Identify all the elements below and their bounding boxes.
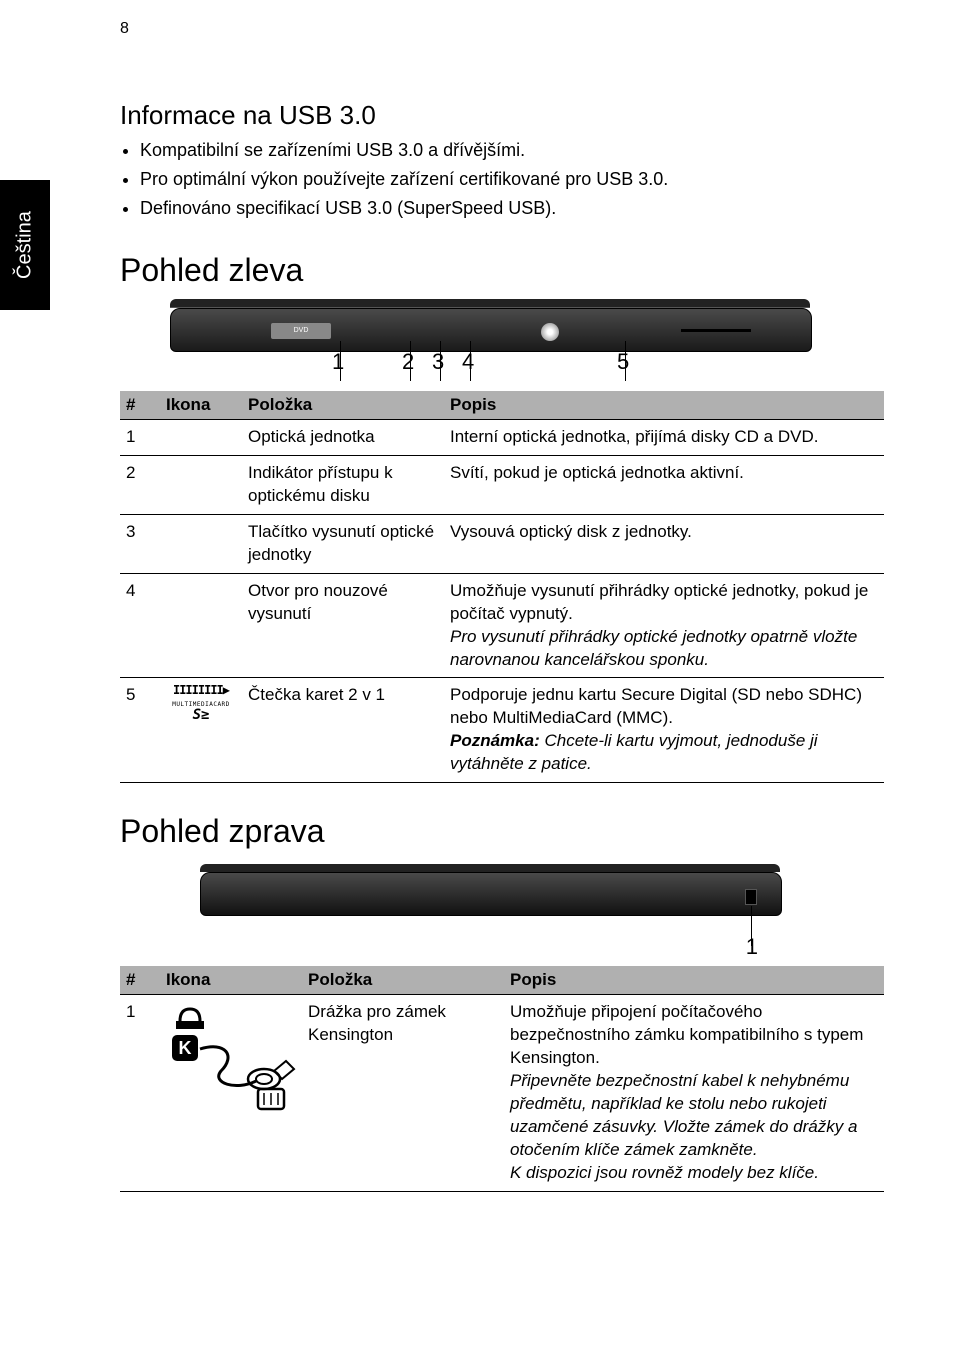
usb-bullet-list: Kompatibilní se zařízeními USB 3.0 a dří…	[140, 137, 884, 222]
row5-note-label: Poznámka:	[450, 731, 540, 750]
table-row: 3 Tlačítko vysunutí optické jednotky Vys…	[120, 514, 884, 573]
lock-slot-icon	[745, 889, 757, 905]
right-row-italic: Připevněte bezpečnostní kabel k nehybném…	[510, 1071, 857, 1182]
left-view-table: # Ikona Položka Popis 1 Optická jednotka…	[120, 391, 884, 783]
left-view-illustration: DVD 1 2 3 4 5	[170, 299, 830, 389]
usb-bullet: Pro optimální výkon používejte zařízení …	[140, 166, 884, 193]
right-callout-number: 1	[746, 934, 758, 960]
right-row-plain: Umožňuje připojení počítačového bezpečno…	[510, 1002, 863, 1067]
usb-heading: Informace na USB 3.0	[120, 100, 884, 131]
disc-icon	[541, 323, 559, 341]
col-num: #	[120, 391, 160, 420]
language-tab: Čeština	[0, 180, 50, 310]
svg-text:K: K	[179, 1038, 192, 1058]
kensington-lock-icon: K	[166, 1001, 296, 1111]
col-icon: Ikona	[160, 966, 302, 995]
right-view-table: # Ikona Položka Popis 1 K	[120, 966, 884, 1192]
table-row: 5 IIIIIIII▶ MULTIMEDIACARD S≥ Čtečka kar…	[120, 678, 884, 783]
col-item: Položka	[302, 966, 504, 995]
usb-bullet: Kompatibilní se zařízeními USB 3.0 a dří…	[140, 137, 884, 164]
multimediacard-icon: IIIIIIII▶ MULTIMEDIACARD S≥	[172, 684, 230, 722]
row4-plain: Umožňuje vysunutí přihrádky optické jedn…	[450, 581, 868, 623]
col-desc: Popis	[504, 966, 884, 995]
table-row: 1 K	[120, 995, 884, 1192]
row4-italic: Pro vysunutí přihrádky optické jednotky …	[450, 627, 857, 669]
right-view-illustration: 1	[200, 864, 780, 964]
page-number: 8	[120, 20, 129, 38]
table-row: 4 Otvor pro nouzové vysunutí Umožňuje vy…	[120, 573, 884, 678]
usb-bullet: Definováno specifikací USB 3.0 (SuperSpe…	[140, 195, 884, 222]
sd-slot-icon	[681, 329, 751, 332]
col-num: #	[120, 966, 160, 995]
table-row: 1 Optická jednotka Interní optická jedno…	[120, 420, 884, 456]
dvd-label-icon: DVD	[271, 323, 331, 339]
left-view-heading: Pohled zleva	[120, 252, 884, 289]
row5-plain: Podporuje jednu kartu Secure Digital (SD…	[450, 685, 862, 727]
right-view-heading: Pohled zprava	[120, 813, 884, 850]
table-row: 2 Indikátor přístupu k optickému disku S…	[120, 455, 884, 514]
